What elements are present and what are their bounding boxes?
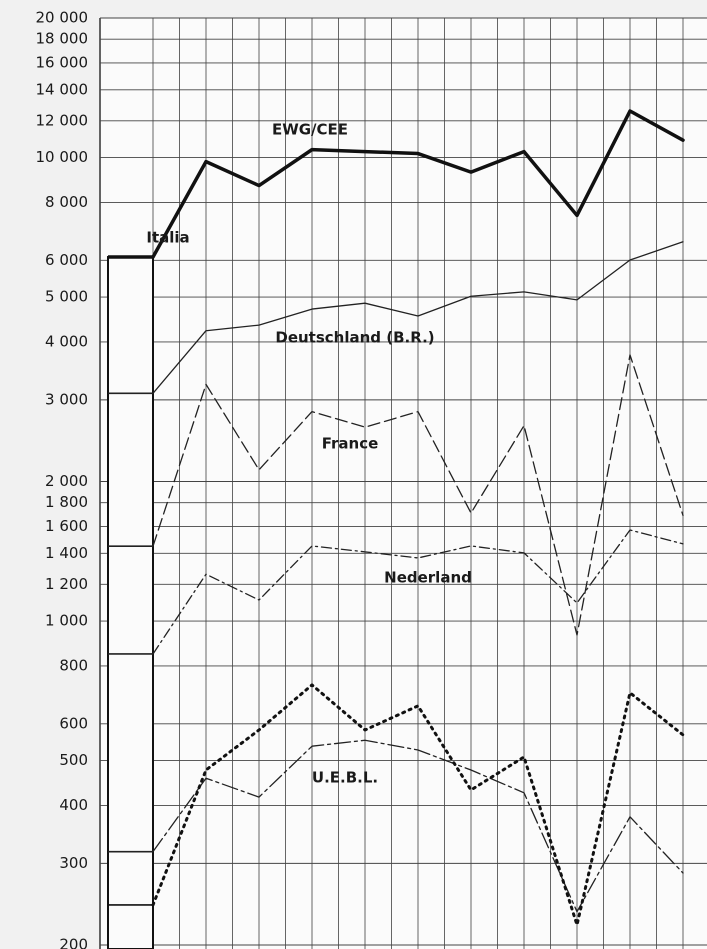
y-tick-label: 3 000: [45, 390, 88, 408]
series-label: EWG/CEE: [272, 121, 348, 139]
series-label: Italia: [146, 229, 189, 247]
y-tick-label: 18 000: [36, 30, 89, 48]
y-tick-label: 800: [59, 656, 88, 674]
y-tick-label: 200: [59, 936, 88, 949]
series-line: [152, 739, 684, 913]
series-line: [152, 354, 684, 636]
series-label: Nederland: [384, 569, 472, 587]
series-line: [152, 529, 684, 655]
series-label: France: [322, 435, 379, 453]
series-line: [151, 109, 685, 259]
y-tick-label: 8 000: [45, 193, 88, 211]
series-line: [151, 683, 685, 927]
y-tick-label: 1 200: [45, 575, 88, 593]
y-tick-label: 2 000: [45, 472, 88, 490]
y-tick-label: 12 000: [36, 111, 89, 129]
y-tick-label: 4 000: [45, 332, 88, 350]
y-tick-label: 6 000: [45, 251, 88, 269]
base-bar: [107, 256, 154, 949]
y-tick-label: 16 000: [36, 53, 89, 71]
y-tick-label: 1 600: [45, 517, 88, 535]
series-label: U.E.B.L.: [312, 769, 378, 787]
y-tick-label: 5 000: [45, 288, 88, 306]
y-tick-label: 10 000: [36, 148, 89, 166]
series-line: [152, 241, 684, 394]
y-tick-label: 400: [59, 796, 88, 814]
y-tick-label: 20 000: [36, 9, 89, 27]
y-tick-label: 1 400: [45, 544, 88, 562]
series-label: Deutschland (B.R.): [275, 329, 434, 347]
y-tick-label: 300: [59, 854, 88, 872]
y-tick-label: 14 000: [36, 80, 89, 98]
y-tick-label: 500: [59, 751, 88, 769]
y-tick-label: 1 000: [45, 612, 88, 630]
y-tick-label: 600: [59, 714, 88, 732]
y-tick-label: 1 800: [45, 493, 88, 511]
